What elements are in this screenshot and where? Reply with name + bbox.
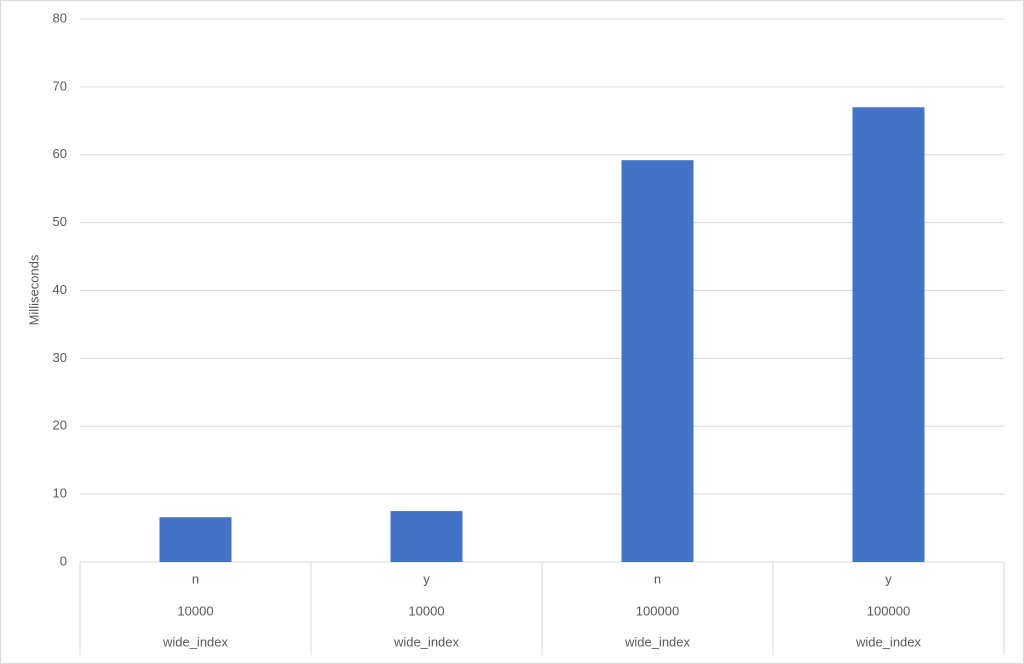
y-tick-label: 30: [53, 350, 67, 365]
y-tick-label: 0: [60, 553, 67, 568]
bar: [852, 107, 925, 563]
x-tick-label: n: [192, 571, 199, 586]
x-tick-label: n: [654, 571, 661, 586]
y-tick-label: 20: [53, 418, 67, 433]
y-tick-label: 60: [53, 146, 67, 161]
x-tick-label: wide_index: [855, 634, 922, 649]
x-tick-label: 10000: [177, 603, 213, 618]
x-tick-label: 100000: [636, 603, 679, 618]
y-tick-label: 50: [53, 214, 67, 229]
y-tick-label: 40: [53, 282, 67, 297]
x-tick-label: 10000: [408, 603, 444, 618]
x-tick-label: wide_index: [624, 634, 691, 649]
y-tick-label: 10: [53, 486, 67, 501]
bar: [390, 511, 463, 562]
x-tick-label: y: [423, 571, 430, 586]
x-tick-label: wide_index: [393, 634, 460, 649]
x-tick-label: wide_index: [162, 634, 229, 649]
y-tick-label: 80: [53, 10, 67, 25]
y-tick-label: 70: [53, 78, 67, 93]
bar: [159, 517, 232, 562]
bar: [621, 160, 694, 562]
y-axis-label: Milliseconds: [26, 254, 41, 325]
x-tick-label: 100000: [867, 603, 910, 618]
x-tick-label: y: [885, 571, 892, 586]
